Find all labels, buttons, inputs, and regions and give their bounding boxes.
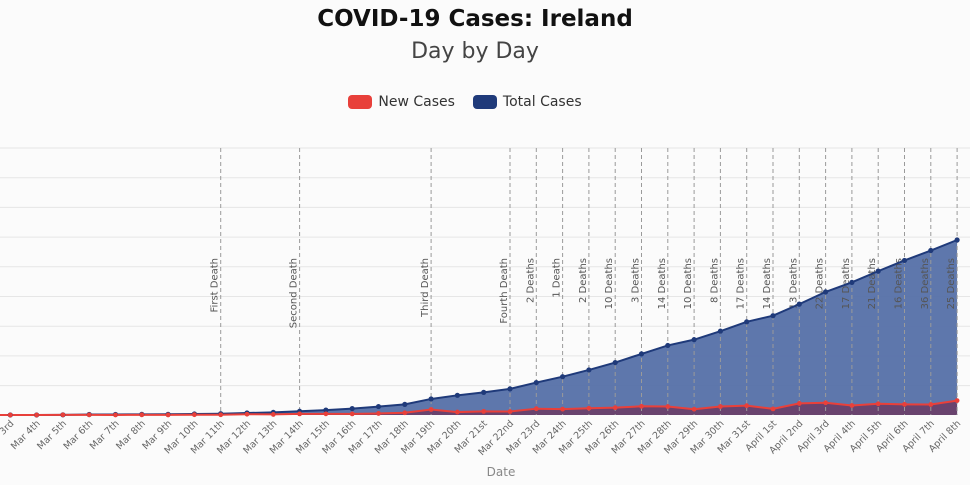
total-cases-point — [481, 389, 487, 395]
new-cases-point — [455, 409, 460, 415]
new-cases-point — [270, 412, 276, 417]
new-cases-point — [297, 411, 302, 417]
new-cases-points — [7, 398, 960, 418]
annotation-label: 22 Deaths — [815, 258, 826, 309]
annotation-label: 17 Deaths — [736, 258, 747, 309]
new-cases-point — [796, 401, 802, 406]
total-cases-point — [875, 268, 881, 274]
new-cases-point — [192, 412, 197, 418]
new-cases-point — [770, 406, 776, 412]
new-cases-point — [612, 405, 618, 411]
new-cases-point — [718, 404, 723, 409]
new-cases-point — [560, 406, 565, 412]
total-cases-point — [823, 289, 829, 295]
total-cases-point — [612, 359, 618, 366]
total-cases-point — [770, 313, 776, 319]
new-cases-point — [7, 412, 13, 418]
annotation-label: 3 Deaths — [631, 258, 642, 303]
total-cases-point — [954, 237, 960, 243]
new-cases-point — [376, 411, 381, 416]
new-cases-point — [639, 403, 644, 409]
legend-label-new-cases: New Cases — [378, 94, 455, 110]
new-cases-point — [244, 411, 250, 417]
total-cases-point — [665, 342, 671, 349]
total-cases-point — [849, 279, 855, 285]
new-cases-point — [481, 408, 487, 414]
new-cases-line — [0, 399, 958, 416]
new-cases-point — [928, 402, 934, 407]
annotation-label: 2 Deaths — [525, 258, 536, 303]
total-cases-point — [428, 396, 434, 402]
new-cases-point — [349, 411, 355, 417]
legend-swatch-total-cases — [472, 95, 497, 109]
chart-title: COVID-19 Cases: Ireland — [317, 6, 633, 32]
new-cases-point — [139, 412, 145, 418]
legend-item-new-cases[interactable]: New Cases — [348, 94, 455, 110]
annotation-label: 14 Deaths — [657, 258, 668, 309]
total-cases-point — [349, 405, 355, 412]
total-cases-point — [454, 392, 460, 398]
total-cases-point — [796, 301, 802, 307]
new-cases-point — [507, 409, 513, 414]
total-cases-point — [323, 407, 329, 413]
annotation-label: 21 Deaths — [867, 258, 878, 309]
annotation-label: 1 Death — [552, 258, 563, 298]
annotation-label: 14 Deaths — [762, 258, 773, 309]
new-cases-point — [744, 403, 750, 409]
total-cases-point — [402, 401, 408, 407]
new-cases-point — [902, 401, 907, 407]
legend-label-total-cases: Total Cases — [502, 94, 582, 110]
new-cases-point — [823, 400, 828, 406]
total-cases-point — [586, 367, 592, 373]
annotation-label: Fourth Death — [499, 258, 510, 324]
new-cases-point — [875, 401, 881, 407]
total-cases-area — [0, 240, 958, 415]
legend-swatch-new-cases — [348, 95, 373, 109]
chart-subtitle: Day by Day — [411, 39, 539, 64]
annotation-label: 2 Deaths — [578, 258, 589, 303]
new-cases-point — [60, 412, 66, 418]
annotation-label: Second Death — [289, 258, 300, 328]
new-cases-point — [586, 405, 592, 411]
new-cases-point — [218, 412, 224, 418]
new-cases-point — [533, 406, 539, 412]
legend-item-total-cases[interactable]: Total Cases — [472, 94, 582, 110]
new-cases-point — [954, 398, 960, 403]
annotation-label: 13 Deaths — [788, 258, 799, 309]
total-cases-point — [717, 328, 724, 334]
total-cases-point — [901, 257, 908, 264]
total-cases-point — [691, 337, 697, 343]
total-cases-point — [507, 386, 513, 392]
total-cases-point — [375, 403, 382, 410]
annotation-label: 8 Deaths — [709, 258, 720, 303]
total-cases-point — [560, 374, 566, 380]
new-cases-point — [428, 407, 434, 412]
new-cases-point — [165, 412, 171, 418]
new-cases-area — [0, 400, 958, 415]
annotation-label: 36 Deaths — [920, 258, 931, 309]
new-cases-point — [849, 403, 855, 408]
x-axis-title: Date — [487, 465, 516, 479]
legend: New Cases Total Cases — [0, 94, 930, 110]
annotation-label: Third Death — [420, 258, 431, 318]
total-cases-point — [744, 319, 750, 325]
new-cases-point — [86, 412, 92, 418]
new-cases-point — [323, 411, 329, 417]
new-cases-point — [113, 412, 118, 418]
annotation-label: 25 Deaths — [946, 258, 957, 309]
annotation-label: 10 Deaths — [683, 258, 694, 309]
new-cases-point — [402, 410, 408, 416]
new-cases-point — [34, 412, 39, 418]
annotation-label: 10 Deaths — [604, 258, 615, 309]
annotation-label: First Death — [210, 258, 221, 312]
total-cases-point — [533, 379, 539, 386]
total-cases-point — [638, 351, 645, 357]
annotation-label: 16 Deaths — [894, 258, 905, 309]
new-cases-point — [665, 404, 671, 409]
new-cases-point — [691, 406, 697, 412]
total-cases-point — [928, 247, 934, 254]
